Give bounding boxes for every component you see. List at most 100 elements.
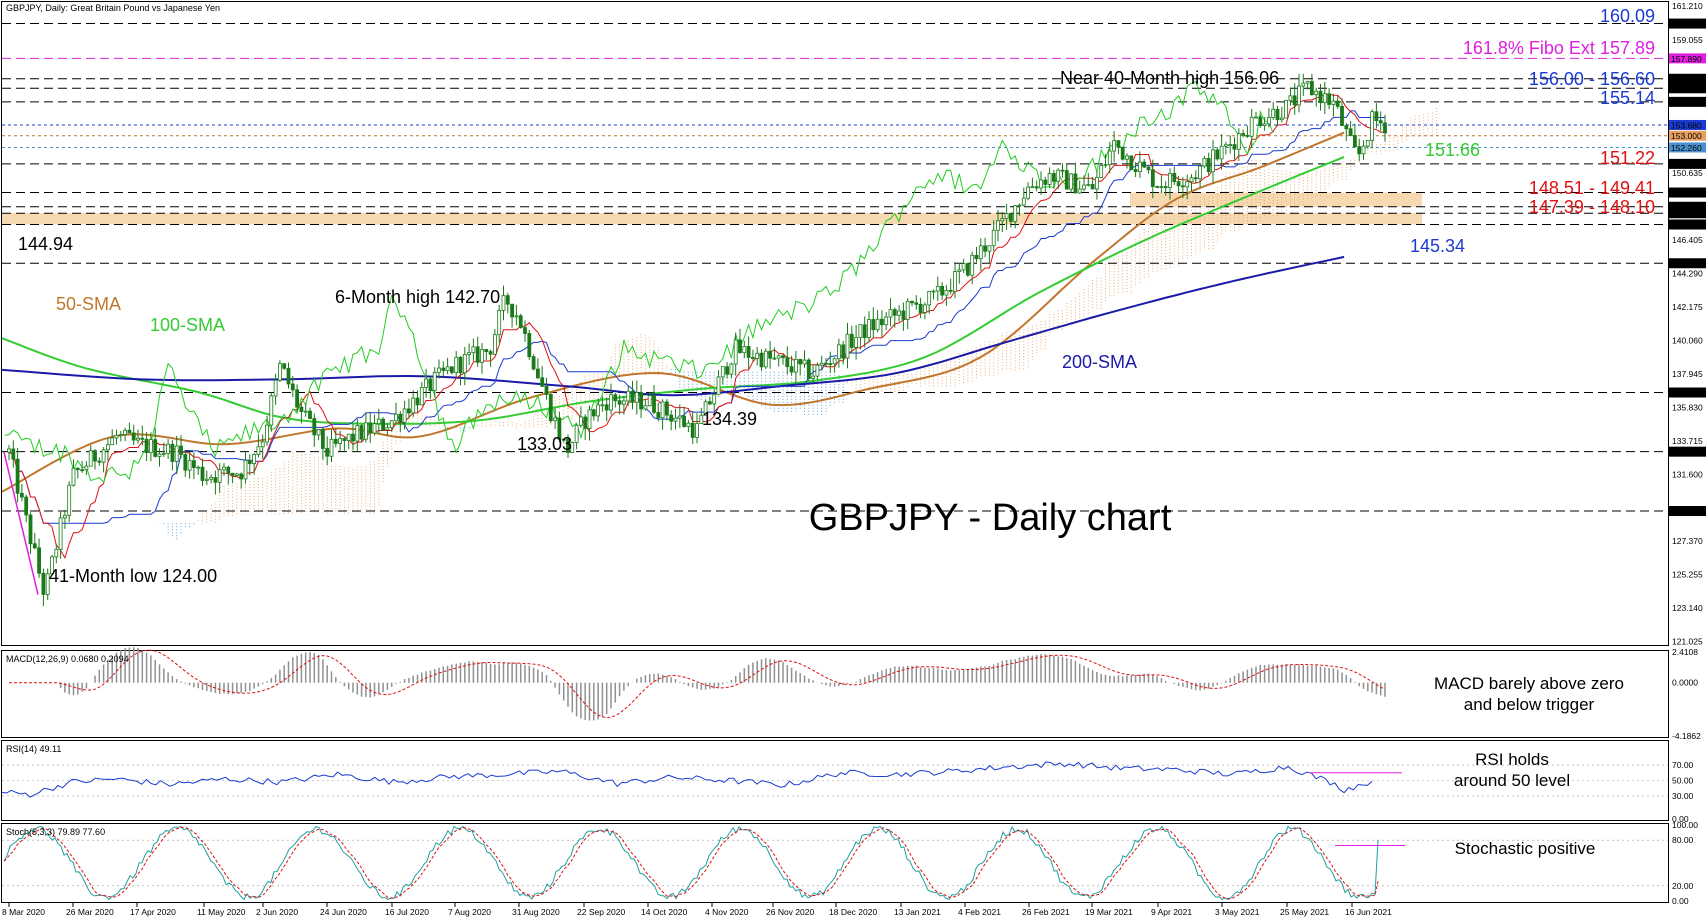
candle-body (282, 363, 287, 369)
candle-body (1193, 177, 1198, 180)
sma200-label: 200-SMA (1062, 352, 1137, 372)
candle-body (93, 450, 97, 462)
support-band-147 (2, 213, 1422, 225)
price-tag-text: 156.600 (1671, 74, 1702, 84)
candle-body (815, 364, 820, 377)
candle-body (935, 285, 940, 292)
candle-body (497, 310, 502, 336)
candle-body (716, 376, 721, 396)
candle-body (824, 362, 828, 365)
high-6-month-label: 6-Month high 142.70 (335, 287, 500, 307)
candle-body (699, 414, 704, 424)
candle-body (471, 346, 476, 354)
candle-body (1159, 186, 1164, 188)
candle-body (1348, 128, 1353, 136)
candle-body (402, 408, 407, 423)
candle-body (1142, 161, 1147, 168)
candle-body (1069, 173, 1073, 190)
candle-body (24, 496, 29, 516)
candle-body (114, 434, 119, 439)
candle-body (454, 356, 459, 373)
candle-body (1138, 161, 1142, 173)
candle-body (811, 375, 815, 379)
macd-note-line2: and below trigger (1464, 695, 1595, 714)
candle-body (1185, 181, 1190, 188)
stoch-scale-label: 0.00 (1672, 896, 1689, 906)
candle-body (1267, 117, 1271, 125)
candle-body (927, 291, 932, 306)
candle-body (252, 454, 257, 464)
candle-body (1335, 100, 1340, 107)
chikou-line (4, 80, 1274, 484)
date-tick-label: 14 Oct 2020 (641, 907, 688, 917)
rsi-line (1, 761, 1373, 798)
candle-body (720, 366, 725, 378)
candle-body (923, 304, 927, 313)
candle-body (553, 417, 557, 422)
candle-body (449, 366, 454, 373)
price-scale-label: 125.255 (1672, 570, 1703, 580)
candle-body (1224, 144, 1228, 147)
candle-body (234, 473, 239, 476)
candle-body (303, 410, 308, 413)
candle-body (910, 300, 914, 304)
candle-body (892, 309, 897, 316)
price-tag-text: 160.090 (1671, 19, 1702, 29)
candle-body (84, 465, 89, 471)
candle-body (1047, 173, 1052, 185)
price-scale-label: 133.715 (1672, 436, 1703, 446)
candle-body (514, 315, 519, 318)
candle-body (1043, 179, 1048, 185)
candle-body (725, 366, 729, 375)
price-tag-text: 148.100 (1671, 209, 1702, 219)
candle-body (200, 466, 205, 481)
candle-body (488, 351, 493, 355)
price-tag-box (1669, 201, 1706, 212)
date-tick-label: 8 Mar 2020 (2, 907, 45, 917)
candle-body (1310, 81, 1314, 96)
candle-body (1163, 186, 1168, 189)
candle-body (587, 409, 592, 429)
candle-body (1275, 108, 1280, 121)
price-scale-label: 127.370 (1672, 536, 1703, 546)
candle-body (639, 392, 643, 410)
price-tag-text: 144.940 (1671, 259, 1702, 269)
candle-body (931, 290, 936, 293)
level-label-155-14: 155.14 (1600, 88, 1655, 108)
candle-body (123, 429, 127, 435)
candle-body (862, 324, 867, 338)
candle-body (428, 378, 433, 392)
candle-body (19, 492, 24, 498)
rsi-scale-label: 50.00 (1672, 776, 1694, 786)
candle-body (996, 220, 1000, 231)
candle-body (140, 437, 145, 440)
candle-body (802, 359, 807, 365)
candle-body (596, 404, 600, 417)
candle-body (828, 363, 833, 365)
date-tick-label: 7 Aug 2020 (448, 907, 491, 917)
candle-body (1331, 100, 1336, 105)
candle-body (110, 437, 115, 446)
candle-body (884, 316, 889, 326)
candle-body (342, 438, 347, 441)
price-tag-text: 129.280 (1671, 507, 1702, 517)
candle-body (665, 401, 669, 416)
candle-body (729, 363, 734, 375)
candle-body (37, 547, 41, 574)
rsi-note-line1: RSI holds (1475, 750, 1549, 769)
candle-body (914, 302, 919, 305)
candle-body (1073, 173, 1078, 194)
candle-body (505, 295, 510, 305)
candle-body (1176, 181, 1181, 187)
candle-body (755, 352, 760, 359)
candle-body (768, 350, 772, 359)
level-label-156: 156.00 - 156.60 (1529, 69, 1655, 89)
price-tag-box (1669, 506, 1706, 517)
candle-body (247, 459, 252, 464)
price-tag-box (1669, 387, 1706, 398)
candle-body (536, 368, 540, 379)
candle-body (643, 405, 648, 410)
candle-body (277, 363, 282, 381)
